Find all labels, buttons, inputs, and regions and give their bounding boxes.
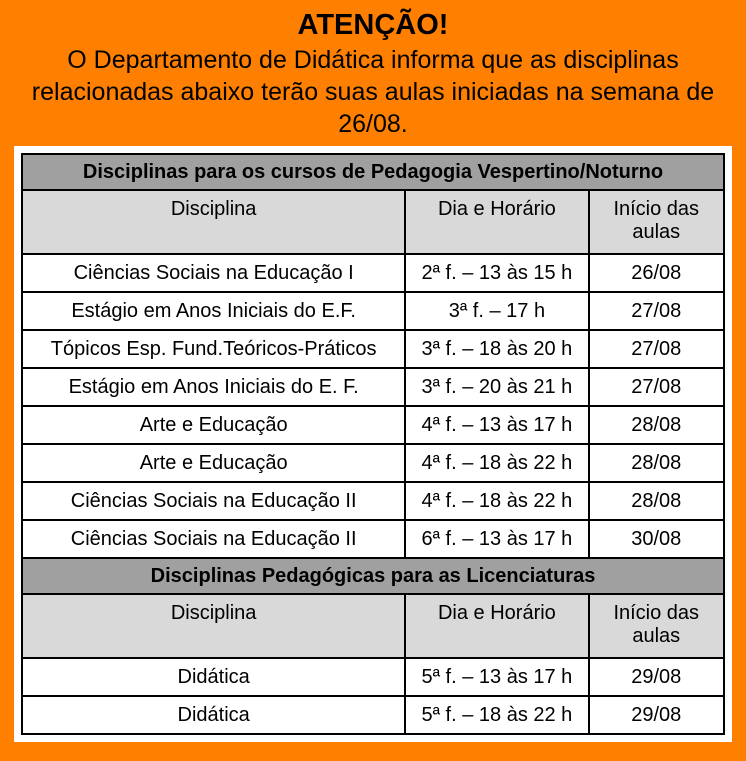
- cell-inicio-aulas: 28/08: [587, 481, 725, 522]
- cell-inicio-aulas: 30/08: [587, 519, 725, 560]
- cell-inicio-aulas: 29/08: [587, 657, 725, 698]
- cell-dia-horario: 5ª f. – 18 às 22 h: [404, 695, 590, 736]
- cell-dia-horario: 6ª f. – 13 às 17 h: [404, 519, 590, 560]
- cell-dia-horario: 4ª f. – 18 às 22 h: [404, 481, 590, 522]
- cell-inicio-aulas: 27/08: [587, 291, 725, 332]
- table-row: Estágio em Anos Iniciais do E. F. 3ª f. –…: [20, 367, 725, 408]
- section-title: Disciplinas Pedagógicas para as Licencia…: [21, 557, 725, 596]
- table-row: Ciências Sociais na Educação II 6ª f. – 1…: [20, 519, 725, 560]
- column-header-cell-dia-horario: Dia e Horário: [404, 593, 590, 660]
- column-header-cell-inicio-aulas: Início das aulas: [587, 593, 725, 660]
- announcement: ATENÇÃO! O Departamento de Didática info…: [14, 9, 732, 743]
- table-row: Arte e Educação 4ª f. – 18 às 22 h 28/08: [20, 443, 725, 484]
- cell-dia-horario: 5ª f. – 13 às 17 h: [404, 657, 590, 698]
- table-row: Didática 5ª f. – 13 às 17 h 29/08: [20, 657, 725, 698]
- column-header-row: Disciplina Dia e Horário Início das aulas: [20, 593, 725, 660]
- cell-disciplina: Ciências Sociais na Educação II: [20, 481, 407, 522]
- cell-disciplina: Arte e Educação: [20, 443, 407, 484]
- notice-title: ATENÇÃO!: [297, 9, 449, 41]
- notice-body: O Departamento de Didática informa que a…: [31, 46, 715, 139]
- column-header-cell-dia-horario: Dia e Horário: [404, 189, 590, 256]
- table-section-1: Disciplinas Pedagógicas para as Licencia…: [20, 557, 725, 736]
- table-row: Arte e Educação 4ª f. – 13 às 17 h 28/08: [20, 405, 725, 446]
- column-header-cell-disciplina: Disciplina: [20, 189, 407, 256]
- table-row: Ciências Sociais na Educação II 4ª f. – 1…: [20, 481, 725, 522]
- cell-disciplina: Ciências Sociais na Educação II: [20, 519, 407, 560]
- cell-dia-horario: 4ª f. – 18 às 22 h: [404, 443, 590, 484]
- cell-inicio-aulas: 28/08: [587, 443, 725, 484]
- cell-dia-horario: 3ª f. – 17 h: [404, 291, 590, 332]
- cell-dia-horario: 3ª f. – 20 às 21 h: [404, 367, 590, 408]
- column-header-row: Disciplina Dia e Horário Início das aulas: [20, 189, 725, 256]
- column-header-cell-disciplina: Disciplina: [20, 593, 407, 660]
- cell-inicio-aulas: 29/08: [587, 695, 725, 736]
- cell-inicio-aulas: 26/08: [587, 253, 725, 294]
- cell-dia-horario: 3ª f. – 18 às 20 h: [404, 329, 590, 370]
- cell-inicio-aulas: 27/08: [587, 367, 725, 408]
- cell-inicio-aulas: 27/08: [587, 329, 725, 370]
- cell-disciplina: Didática: [20, 695, 407, 736]
- table-row: Ciências Sociais na Educação I 2ª f. – 13…: [20, 253, 725, 294]
- table-row: Tópicos Esp. Fund.Teóricos-Práticos 3ª f.…: [20, 329, 725, 370]
- cell-disciplina: Estágio em Anos Iniciais do E. F.: [20, 367, 407, 408]
- table-section-0: Disciplinas para os cursos de Pedagogia …: [20, 153, 725, 560]
- cell-disciplina: Ciências Sociais na Educação I: [20, 253, 407, 294]
- cell-inicio-aulas: 28/08: [587, 405, 725, 446]
- section-header-row: Disciplinas Pedagógicas para as Licencia…: [21, 557, 725, 596]
- cell-disciplina: Estágio em Anos Iniciais do E.F.: [20, 291, 407, 332]
- section-title: Disciplinas para os cursos de Pedagogia …: [21, 153, 725, 192]
- table-row: Didática 5ª f. – 18 às 22 h 29/08: [20, 695, 725, 736]
- cell-disciplina: Didática: [20, 657, 407, 698]
- column-header-cell-inicio-aulas: Início das aulas: [587, 189, 725, 256]
- table-container: Disciplinas para os cursos de Pedagogia …: [14, 146, 732, 743]
- cell-disciplina: Arte e Educação: [20, 405, 407, 446]
- section-header-row: Disciplinas para os cursos de Pedagogia …: [21, 153, 725, 192]
- cell-disciplina: Tópicos Esp. Fund.Teóricos-Práticos: [20, 329, 407, 370]
- cell-dia-horario: 2ª f. – 13 às 15 h: [404, 253, 590, 294]
- table-row: Estágio em Anos Iniciais do E.F. 3ª f. – …: [20, 291, 725, 332]
- schedule-table: Disciplinas para os cursos de Pedagogia …: [20, 153, 725, 736]
- cell-dia-horario: 4ª f. – 13 às 17 h: [404, 405, 590, 446]
